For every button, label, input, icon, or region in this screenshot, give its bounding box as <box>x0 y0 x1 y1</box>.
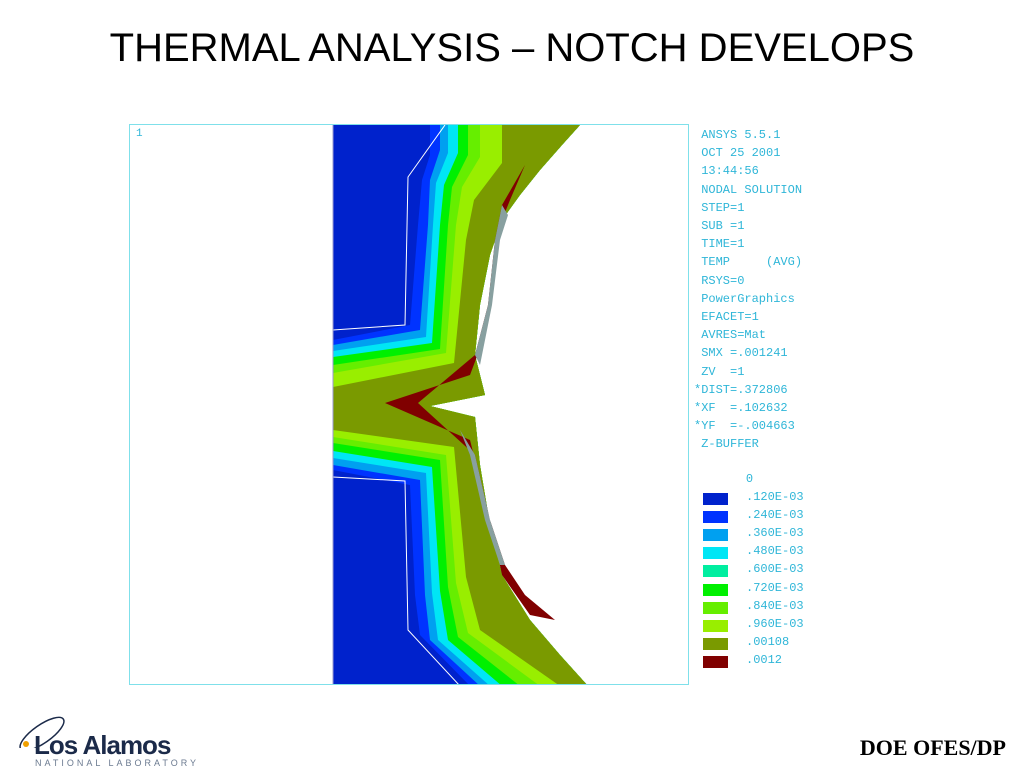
info-line: *XF =.102632 <box>694 401 788 416</box>
legend-swatch <box>703 655 728 668</box>
info-line: NODAL SOLUTION <box>694 182 803 197</box>
legend-swatch <box>703 601 728 614</box>
info-line: Z-BUFFER <box>694 437 759 452</box>
legend-label: .00108 <box>746 634 790 649</box>
info-line: AVRES=Mat <box>694 328 767 343</box>
contour-band-olive <box>333 125 587 684</box>
info-line: SMX =.001241 <box>694 346 788 361</box>
contour-band-gray-lower <box>460 430 505 565</box>
ansys-info-panel: ANSYS 5.5.1 OCT 25 2001 13:44:56 NODAL S… <box>694 126 802 454</box>
legend-label: .120E-03 <box>746 490 804 505</box>
legend-swatch <box>703 637 728 650</box>
contour-band-blue-dark <box>333 125 587 684</box>
legend-label: .240E-03 <box>746 508 804 523</box>
info-line: *YF =-.004663 <box>694 419 795 434</box>
contour-plot: 1 <box>129 124 689 685</box>
info-line: SUB =1 <box>694 219 745 234</box>
legend-label: .840E-03 <box>746 598 804 613</box>
info-line: ZV =1 <box>694 364 745 379</box>
legend-swatch <box>703 511 728 524</box>
info-line: *DIST=.372806 <box>694 382 788 397</box>
info-line: EFACET=1 <box>694 310 759 325</box>
legend-zero-label: 0 <box>745 472 754 486</box>
slide-title: THERMAL ANALYSIS – NOTCH DEVELOPS <box>109 26 915 70</box>
logo-name: Los Alamos <box>34 730 171 760</box>
info-line: STEP=1 <box>694 200 745 215</box>
info-line: TEMP (AVG) <box>694 255 803 270</box>
legend-label: .720E-03 <box>746 580 804 595</box>
los-alamos-logo: Los Alamos NATIONAL LABORATORY <box>12 698 212 768</box>
legend-swatch <box>703 529 728 542</box>
contour-band-gray <box>475 205 508 365</box>
model-outline-lower <box>332 476 459 684</box>
contour-plot-graphic <box>332 125 587 684</box>
atom-orbit-icon <box>19 716 65 748</box>
legend-label: .0012 <box>746 652 783 667</box>
legend-swatch <box>703 583 728 596</box>
legend-swatch <box>703 547 728 560</box>
info-line: TIME=1 <box>694 237 745 252</box>
contour-band-maroon <box>385 165 555 620</box>
model-outline <box>332 125 446 331</box>
logo-subtitle: NATIONAL LABORATORY <box>35 758 200 768</box>
info-line: PowerGraphics <box>694 291 795 306</box>
legend-swatch <box>703 565 728 578</box>
info-line: 13:44:56 <box>694 164 759 179</box>
info-line: RSYS=0 <box>694 273 745 288</box>
legend-label: .600E-03 <box>746 562 804 577</box>
legend-swatch <box>703 619 728 632</box>
legend-swatch <box>703 493 728 506</box>
legend-label: .960E-03 <box>746 616 804 631</box>
info-line: ANSYS 5.5.1 <box>694 128 781 142</box>
info-line: OCT 25 2001 <box>694 146 781 161</box>
legend-label: .480E-03 <box>746 544 804 559</box>
footer-text: DOE OFES/DP <box>859 735 1006 760</box>
legend-label: .360E-03 <box>746 526 804 541</box>
window-number: 1 <box>136 128 143 140</box>
